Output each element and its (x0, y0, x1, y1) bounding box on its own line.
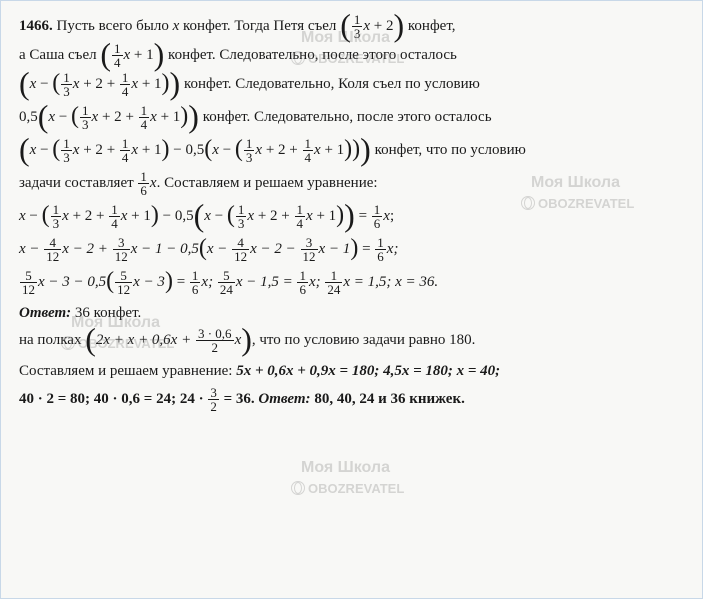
line-2: а Саша съел (14x + 1) конфет. Следовател… (19, 42, 684, 69)
line-4: 0,5(x − (13x + 2 + 14x + 1)) конфет. Сле… (19, 104, 684, 131)
line-3: (x − (13x + 2 + 14x + 1)) конфет. Следов… (19, 71, 684, 98)
equation-8: x − 412x − 2 + 312x − 1 − 0,5(x − 412x −… (19, 236, 684, 263)
equation-9: 512x − 3 − 0,5(512x − 3) = 16x; 524x − 1… (19, 269, 684, 296)
watermark-oboz-4: OBOZREVATEL (291, 479, 404, 499)
answer-1: Ответ: 36 конфет. (19, 302, 684, 325)
watermark-moya-shkola-4: Моя Школа (301, 456, 390, 481)
line-5: (x − (13x + 2 + 14x + 1) − 0,5(x − (13x … (19, 137, 684, 164)
equation-7: x − (13x + 2 + 14x + 1) − 0,5(x − (13x +… (19, 203, 684, 230)
line-12: 40 · 2 = 80; 40 · 0,6 = 24; 24 · 32 = 36… (19, 386, 684, 413)
line-6: задачи составляет 16x. Составляем и реша… (19, 170, 684, 197)
line-10: на полках (2x + x + 0,6x + 3 · 0,62x), ч… (19, 327, 684, 354)
line-1: 1466. Пусть всего было x конфет. Тогда П… (19, 13, 684, 40)
problem-number: 1466. (19, 18, 53, 34)
line-11: Составляем и решаем уравнение: 5x + 0,6x… (19, 360, 684, 383)
